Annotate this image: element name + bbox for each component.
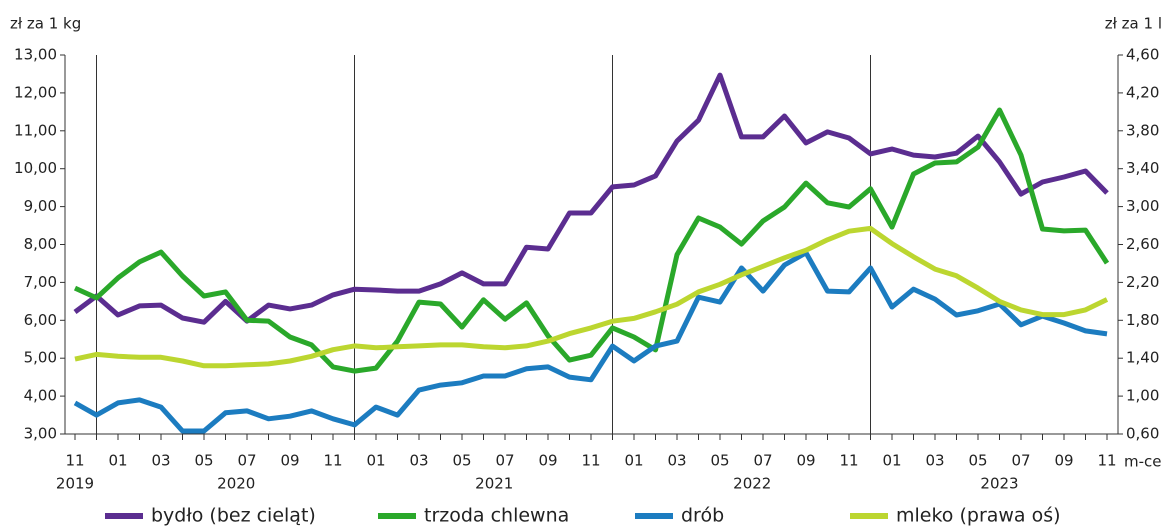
- x-tick-label: 11: [839, 452, 858, 470]
- y2-tick-label: 3,40: [1126, 159, 1159, 177]
- year-label: 2020: [217, 475, 255, 493]
- x-tick-label: 11: [65, 452, 84, 470]
- y-tick-label: 3,00: [24, 425, 57, 443]
- x-tick-label: 03: [667, 452, 686, 470]
- y-tick-label: 7,00: [24, 273, 57, 291]
- y2-tick-label: 2,20: [1126, 273, 1159, 291]
- y2-tick-label: 3,00: [1126, 197, 1159, 215]
- y-axis-label: zł za 1 kg: [10, 15, 81, 33]
- y-tick-label: 9,00: [24, 197, 57, 215]
- legend: bydło (bez cieląt) trzoda chlewna drób mlek…: [105, 505, 1061, 527]
- series-line: [73, 107, 1110, 374]
- x-tick-label: 11: [1097, 452, 1116, 470]
- x-tick-label: 01: [624, 452, 643, 470]
- y2-tick-label: 1,00: [1126, 387, 1159, 405]
- y-tick-label: 8,00: [24, 235, 57, 253]
- x-axis-label: m-ce: [1124, 453, 1162, 471]
- x-tick-label: 05: [710, 452, 729, 470]
- y2-tick-label: 1,40: [1126, 349, 1159, 367]
- y2-tick-label: 4,60: [1126, 46, 1159, 64]
- x-tick-label: 03: [409, 452, 428, 470]
- year-label: 2023: [980, 475, 1018, 493]
- x-tick-label: 05: [452, 452, 471, 470]
- x-tick-label: 05: [194, 452, 213, 470]
- legend-label: bydło (bez cieląt): [151, 505, 316, 527]
- series-line: [73, 250, 1108, 434]
- legend-label: mleko (prawa oś): [896, 505, 1061, 527]
- x-tick-label: 03: [151, 452, 170, 470]
- y-tick-label: 5,00: [24, 349, 57, 367]
- y2-axis-label: zł za 1 l: [1105, 15, 1162, 33]
- x-tick-label: 11: [581, 452, 600, 470]
- x-tick-label: 11: [323, 452, 342, 470]
- x-tick-label: 09: [796, 452, 815, 470]
- y2-tick-label: 1,80: [1126, 311, 1159, 329]
- x-tick-label: 07: [1011, 452, 1030, 470]
- x-tick-label: 07: [753, 452, 772, 470]
- x-tick-label: 07: [237, 452, 256, 470]
- y2-tick-label: 4,20: [1126, 83, 1159, 101]
- year-label: 2019: [56, 475, 94, 493]
- x-tick-label: 05: [968, 452, 987, 470]
- x-tick-label: 01: [882, 452, 901, 470]
- year-label: 2021: [475, 475, 513, 493]
- legend-label: trzoda chlewna: [424, 505, 569, 527]
- x-tick-label: 01: [108, 452, 127, 470]
- y2-tick-label: 2,60: [1126, 235, 1159, 253]
- series-line: [74, 225, 1109, 369]
- x-tick-label: 09: [280, 452, 299, 470]
- x-tick-label: 09: [1054, 452, 1073, 470]
- year-label: 2022: [733, 475, 771, 493]
- y-tick-label: 13,00: [14, 46, 57, 64]
- y2-tick-label: 3,80: [1126, 121, 1159, 139]
- legend-label: drób: [681, 505, 724, 527]
- y-tick-label: 4,00: [24, 387, 57, 405]
- x-tick-label: 01: [366, 452, 385, 470]
- y2-tick-label: 0,60: [1126, 425, 1159, 443]
- y-tick-label: 6,00: [24, 311, 57, 329]
- x-tick-label: 03: [925, 452, 944, 470]
- y-tick-label: 12,00: [14, 83, 57, 101]
- x-tick-label: 09: [538, 452, 557, 470]
- series-line: [73, 72, 1109, 325]
- y-tick-label: 11,00: [14, 121, 57, 139]
- x-tick-label: 07: [495, 452, 514, 470]
- y-tick-label: 10,00: [14, 159, 57, 177]
